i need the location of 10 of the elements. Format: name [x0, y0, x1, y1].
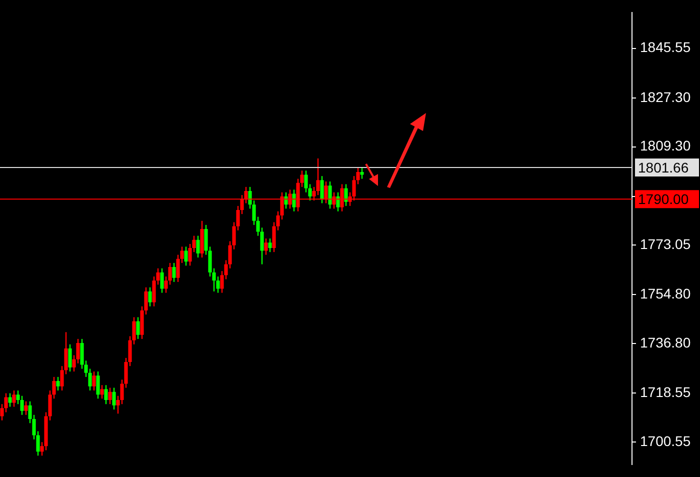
y-tick-label: 1754.80 — [640, 286, 691, 302]
y-tick-label: 1809.30 — [640, 138, 691, 154]
ref-line-label: 1790.00 — [638, 191, 689, 207]
y-tick-label: 1718.55 — [640, 384, 691, 400]
y-tick-label: 1827.30 — [640, 88, 691, 105]
y-tick-label: 1736.80 — [640, 334, 691, 350]
ref-line-label: 1801.66 — [638, 159, 689, 176]
y-tick-label: 1773.05 — [640, 236, 691, 252]
y-tick-label: 1700.55 — [640, 432, 691, 449]
y-tick-label: 1845.55 — [640, 39, 691, 56]
